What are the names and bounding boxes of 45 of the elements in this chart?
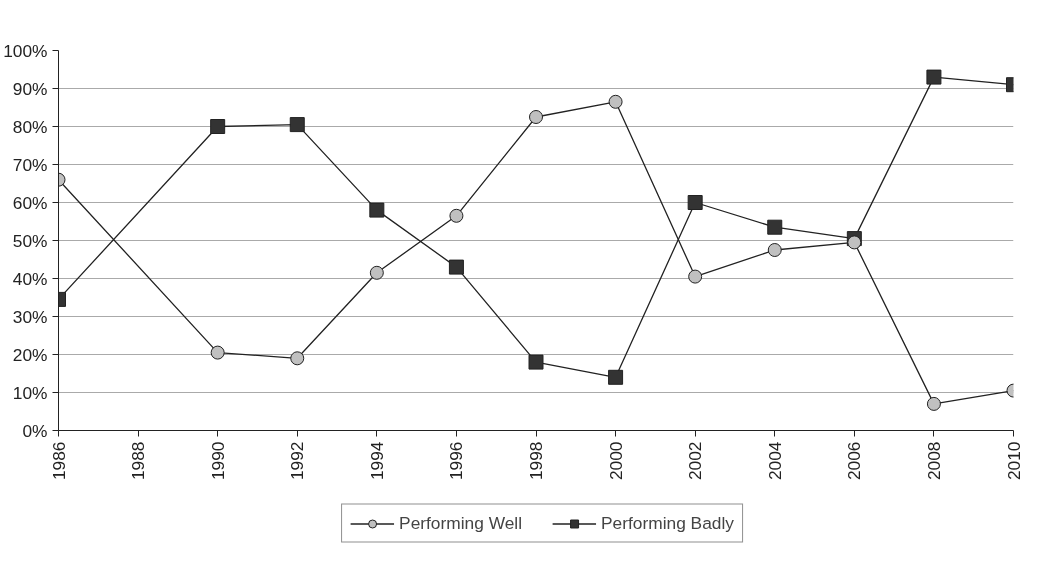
y-tick-label: 60% <box>12 192 48 213</box>
x-tick-label: 2004 <box>764 441 785 481</box>
x-tick-label: 1988 <box>128 441 149 481</box>
point <box>926 396 941 411</box>
point <box>608 94 623 109</box>
x-tick-label: 1992 <box>287 441 308 481</box>
point <box>688 269 703 284</box>
y-tick-label: 30% <box>12 306 48 327</box>
y-tick-label: 10% <box>12 382 48 403</box>
point <box>847 235 862 250</box>
point <box>767 243 782 257</box>
point <box>687 195 703 210</box>
point <box>608 369 624 385</box>
point <box>290 351 305 366</box>
legend-label: Performing Well <box>399 512 523 534</box>
x-tick-label: 2002 <box>685 441 706 481</box>
point <box>369 265 384 280</box>
point <box>289 117 305 133</box>
y-tick-label: 20% <box>12 344 48 365</box>
y-tick-label: 80% <box>12 116 48 137</box>
x-tick-label: 1998 <box>526 441 546 481</box>
point <box>529 110 543 124</box>
x-tick-label: 2008 <box>923 441 944 481</box>
point <box>767 219 783 235</box>
y-tick-label: 40% <box>12 268 48 289</box>
y-tick-label: 0% <box>22 420 48 441</box>
x-tick-label: 1996 <box>446 441 467 481</box>
y-tick-label: 50% <box>12 230 48 251</box>
x-tick-label: 2010 <box>1003 441 1024 481</box>
x-tick-label: 1994 <box>366 441 387 481</box>
x-tick-label: 2006 <box>844 441 865 481</box>
y-tick-label: 70% <box>12 154 48 175</box>
legend-label: Performing Badly <box>601 512 734 534</box>
point <box>369 202 385 218</box>
y-tick-label: 90% <box>12 78 48 99</box>
point <box>210 119 226 134</box>
x-tick-label: 1990 <box>207 441 228 481</box>
x-tick-label: 2000 <box>605 441 626 481</box>
point <box>528 354 544 370</box>
point <box>210 345 225 360</box>
y-tick-label: 100% <box>3 40 48 61</box>
point <box>448 259 464 275</box>
point <box>926 69 942 85</box>
x-tick-label: 1986 <box>48 441 69 481</box>
point <box>449 208 464 223</box>
